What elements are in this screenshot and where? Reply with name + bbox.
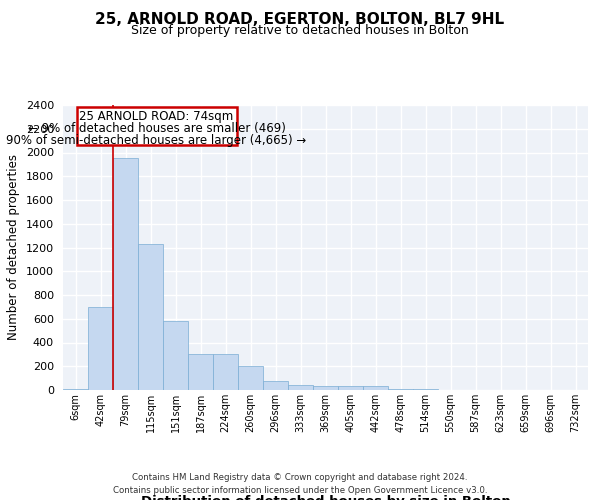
Text: 90% of semi-detached houses are larger (4,665) →: 90% of semi-detached houses are larger (… (7, 134, 307, 146)
Text: 25, ARNOLD ROAD, EGERTON, BOLTON, BL7 9HL: 25, ARNOLD ROAD, EGERTON, BOLTON, BL7 9H… (95, 12, 505, 28)
Text: Contains HM Land Registry data © Crown copyright and database right 2024.
Contai: Contains HM Land Registry data © Crown c… (113, 473, 487, 495)
Bar (88, 307, 113, 390)
Bar (263, 380, 288, 390)
Text: ← 9% of detached houses are smaller (469): ← 9% of detached houses are smaller (469… (28, 122, 286, 134)
Bar (188, 354, 213, 390)
Y-axis label: Number of detached properties: Number of detached properties (7, 154, 20, 340)
Bar (163, 321, 188, 390)
Text: Size of property relative to detached houses in Bolton: Size of property relative to detached ho… (131, 24, 469, 37)
Bar (288, 384, 313, 390)
Text: 25 ARNOLD ROAD: 74sqm: 25 ARNOLD ROAD: 74sqm (79, 110, 233, 123)
Bar (213, 354, 238, 390)
FancyBboxPatch shape (77, 108, 236, 146)
Bar (338, 386, 363, 390)
Bar (138, 244, 163, 390)
Bar (363, 386, 388, 390)
Bar (313, 386, 338, 390)
X-axis label: Distribution of detached houses by size in Bolton: Distribution of detached houses by size … (140, 494, 511, 500)
Bar (238, 366, 263, 390)
Bar (113, 158, 138, 390)
Bar (63, 389, 88, 390)
Bar (388, 388, 413, 390)
